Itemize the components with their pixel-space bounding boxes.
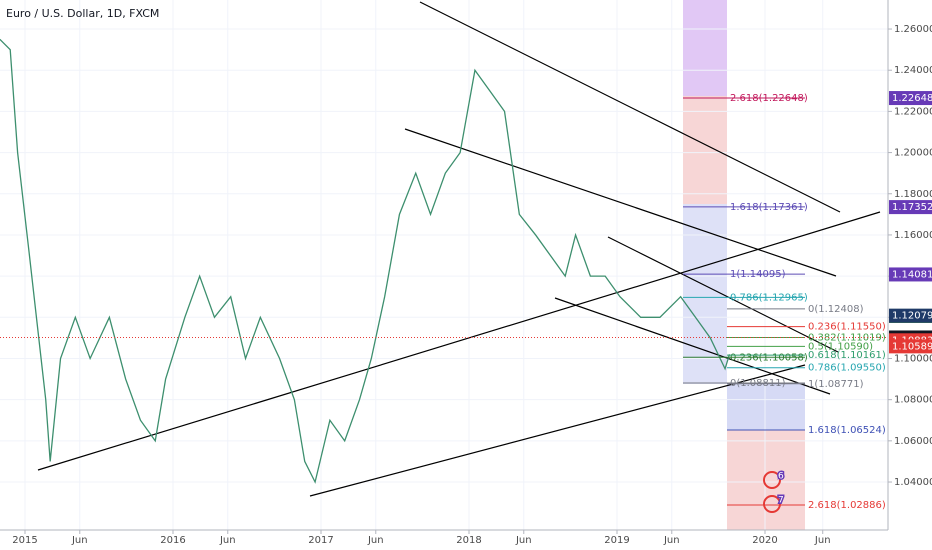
fib-zone — [683, 0, 727, 96]
price-badge-label: 1.14081 — [892, 269, 932, 280]
x-tick-label: Jun — [663, 535, 680, 546]
x-tick-label: 2017 — [308, 535, 333, 546]
fib-label: 1.618(1.17361) — [730, 202, 808, 213]
y-tick-label: 1.26000 — [894, 24, 932, 35]
fib-zone — [727, 384, 805, 430]
fib-label: 2.618(1.02886) — [808, 500, 886, 511]
chart-title: Euro / U.S. Dollar, 1D, FXCM — [6, 7, 159, 20]
y-tick-label: 1.16000 — [894, 230, 932, 241]
price-badge-label: 1.17352 — [892, 202, 932, 213]
price-badge — [889, 267, 932, 282]
y-tick-label: 1.22000 — [894, 106, 932, 117]
price-badge — [889, 91, 932, 106]
x-tick-label: Jun — [219, 535, 236, 546]
price-badge-label: 1.10589 — [892, 341, 932, 352]
y-tick-label: 1.06000 — [894, 436, 932, 447]
y-tick-label: 1.24000 — [894, 65, 932, 76]
fib-label: 1(1.14095) — [730, 269, 786, 280]
y-tick-label: 1.18000 — [894, 189, 932, 200]
price-badge — [889, 308, 932, 323]
x-tick-label: 2019 — [604, 535, 629, 546]
price-badge — [889, 339, 932, 354]
fib-label: 1.618(1.06524) — [808, 425, 886, 436]
fib-label: 2.618(1.22648) — [730, 93, 808, 104]
x-tick-label: Jun — [71, 535, 88, 546]
fib-zone — [683, 96, 727, 204]
price-badge — [889, 200, 932, 215]
event-marker — [763, 495, 781, 513]
event-marker — [763, 471, 781, 489]
price-line — [0, 38, 731, 484]
x-tick-label: 2015 — [12, 535, 37, 546]
fib-label: 0.786(1.09550) — [808, 363, 886, 374]
x-tick-label: 2020 — [752, 535, 777, 546]
x-tick-label: 2016 — [160, 535, 185, 546]
trend-lines — [37, 1, 881, 497]
x-tick-label: Jun — [814, 535, 831, 546]
x-tick-label: Jun — [515, 535, 532, 546]
fib-zone — [727, 430, 805, 530]
fib-label: 0.236(1.11550) — [808, 322, 886, 333]
price-badge-label: 1.22648 — [892, 93, 932, 104]
fib-label: 0.236(1.10058) — [730, 352, 808, 363]
price-badge-label: 1.12079 — [892, 311, 932, 322]
y-tick-label: 1.10000 — [894, 353, 932, 364]
fib-label: 0.618(1.10161) — [808, 350, 886, 361]
y-tick-label: 1.08000 — [894, 395, 932, 406]
fib-label: 1(1.08771) — [808, 379, 864, 390]
fib-label: 0.786(1.12965) — [730, 292, 808, 303]
fib-zone — [683, 204, 727, 384]
y-tick-label: 1.04000 — [894, 477, 932, 488]
fib-label: 0(1.12408) — [808, 304, 864, 315]
event-marker-label: 7 — [778, 496, 784, 506]
x-tick-label: Jun — [367, 535, 384, 546]
fib-label: 0.382(1.11019) — [808, 332, 886, 343]
event-marker-label: 6 — [778, 472, 784, 482]
fib-label: 0.5(1.10590) — [808, 341, 873, 352]
y-tick-label: 1.20000 — [894, 148, 932, 159]
x-tick-label: 2018 — [456, 535, 481, 546]
